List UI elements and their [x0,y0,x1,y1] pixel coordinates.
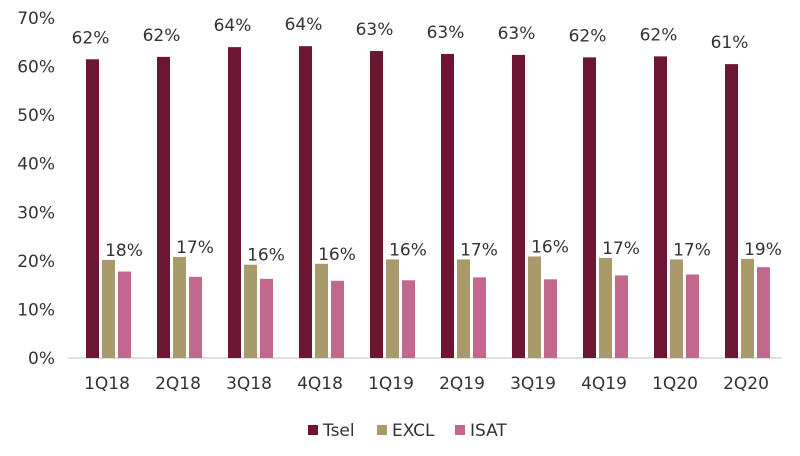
bar-isat [757,267,770,358]
bar-isat [686,274,699,358]
data-label-tsel: 63% [356,20,394,40]
bar-isat [118,271,131,358]
data-label-excl: 17% [176,238,214,258]
bar-tsel [370,51,383,359]
bar-tsel [441,53,454,358]
x-tick-label: 2Q19 [439,374,485,394]
legend-swatch-tsel [308,425,318,435]
y-tick-label: 0% [28,349,55,369]
legend-label-tsel: Tsel [322,421,355,441]
bar-excl [528,256,541,358]
data-label-tsel: 61% [711,33,749,53]
x-tick-label: 3Q18 [226,374,272,394]
x-tick-label: 2Q20 [723,374,769,394]
x-tick-label: 2Q18 [155,374,201,394]
y-tick-label: 10% [17,300,55,320]
y-tick-label: 50% [17,106,55,126]
data-label-excl: 16% [389,240,427,260]
bar-tsel [157,56,170,358]
data-label-excl: 16% [531,237,569,257]
x-tick-label: 3Q19 [510,374,556,394]
bar-excl [102,259,115,358]
data-label-tsel: 64% [214,16,252,36]
bar-tsel [299,46,312,359]
data-label-tsel: 63% [498,24,536,44]
legend-label-excl: EXCL [392,421,435,441]
data-label-excl: 19% [744,240,782,260]
x-tick-label: 4Q19 [581,374,627,394]
data-label-tsel: 62% [72,28,110,48]
bar-excl [173,256,186,358]
legend-label-isat: ISAT [470,421,507,441]
data-label-tsel: 62% [569,26,607,46]
data-label-excl: 16% [318,245,356,265]
data-label-excl: 17% [460,240,498,260]
bar-tsel [86,59,99,359]
bar-tsel [228,47,241,359]
bar-isat [189,276,202,358]
x-tick-label: 1Q20 [652,374,698,394]
y-tick-label: 60% [17,58,55,78]
bar-excl [315,263,328,358]
data-label-tsel: 63% [427,23,465,43]
bar-isat [544,279,557,358]
data-label-excl: 17% [673,240,711,260]
y-tick-label: 30% [17,203,55,223]
legend-swatch-excl [377,425,387,435]
x-tick-label: 1Q18 [84,374,130,394]
bar-isat [615,275,628,358]
y-tick-label: 70% [17,9,55,29]
bar-excl [599,257,612,358]
bar-isat [331,280,344,358]
x-tick-label: 1Q19 [368,374,414,394]
y-tick-label: 20% [17,252,55,272]
bar-isat [473,277,486,358]
data-label-excl: 16% [247,246,285,266]
data-label-tsel: 62% [143,26,181,46]
bar-tsel [654,56,667,358]
y-tick-label: 40% [17,155,55,175]
data-label-excl: 17% [602,239,640,259]
bar-excl [244,264,257,358]
x-tick-label: 4Q18 [297,374,343,394]
bar-excl [457,259,470,358]
bar-excl [670,259,683,358]
bar-excl [386,259,399,358]
bar-tsel [725,64,738,359]
bar-excl [741,258,754,358]
bar-isat [402,280,415,358]
bar-tsel [583,57,596,358]
data-label-tsel: 64% [285,15,323,35]
data-label-excl: 18% [105,241,143,261]
bar-tsel [512,54,525,359]
bar-isat [260,278,273,358]
data-label-tsel: 62% [640,25,678,45]
legend-swatch-isat [455,425,465,435]
